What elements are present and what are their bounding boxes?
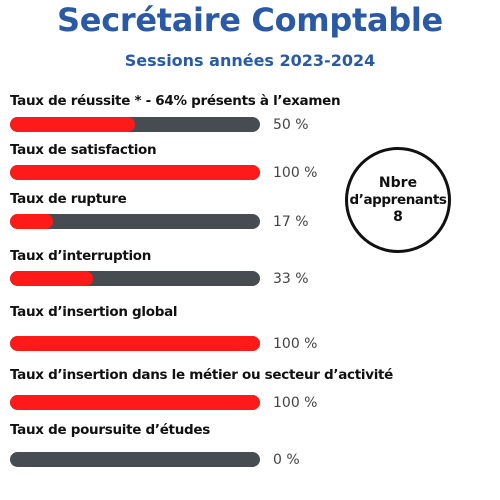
- learners-count: 8: [393, 208, 403, 225]
- indicator-value-further-studies-rate: 0 %: [273, 452, 300, 468]
- progress-fill-global-insertion-rate: [10, 336, 260, 351]
- indicator-value-success-rate: 50 %: [273, 117, 309, 133]
- page-subtitle: Sessions années 2023-2024: [124, 51, 376, 70]
- progress-fill-satisfaction-rate: [10, 165, 260, 180]
- learners-label-line1: Nbre: [378, 174, 418, 191]
- progress-bar-satisfaction-rate: [10, 165, 260, 180]
- learners-label-line2: d’apprenants: [349, 191, 447, 208]
- indicator-label-interruption-rate: Taux d’interruption: [10, 248, 152, 264]
- indicator-label-success-rate: Taux de réussite * - 64% présents à l’ex…: [10, 93, 341, 109]
- progress-bar-global-insertion-rate: [10, 336, 260, 351]
- progress-bar-sector-insertion-rate: [10, 395, 260, 410]
- progress-fill-success-rate: [10, 117, 135, 132]
- indicator-value-dropout-rate: 17 %: [273, 214, 309, 230]
- progress-bar-interruption-rate: [10, 271, 260, 286]
- progress-bar-success-rate: [10, 117, 260, 132]
- indicator-label-further-studies-rate: Taux de poursuite d’études: [10, 422, 210, 438]
- progress-bar-further-studies-rate: [10, 452, 260, 467]
- indicator-label-satisfaction-rate: Taux de satisfaction: [10, 142, 157, 158]
- indicator-value-global-insertion-rate: 100 %: [273, 336, 318, 352]
- progress-fill-sector-insertion-rate: [10, 395, 260, 410]
- progress-bar-dropout-rate: [10, 214, 260, 229]
- indicator-label-sector-insertion-rate: Taux d’insertion dans le métier ou secte…: [10, 367, 394, 383]
- progress-fill-dropout-rate: [10, 214, 53, 229]
- indicator-value-sector-insertion-rate: 100 %: [273, 395, 318, 411]
- indicator-value-interruption-rate: 33 %: [273, 271, 309, 287]
- progress-fill-interruption-rate: [10, 271, 93, 286]
- learners-count-badge: Nbre d’apprenants 8: [345, 147, 451, 253]
- indicator-label-global-insertion-rate: Taux d’insertion global: [10, 304, 178, 320]
- indicator-value-satisfaction-rate: 100 %: [273, 165, 318, 181]
- page-title: Secrétaire Comptable: [57, 1, 443, 39]
- indicator-label-dropout-rate: Taux de rupture: [10, 191, 127, 207]
